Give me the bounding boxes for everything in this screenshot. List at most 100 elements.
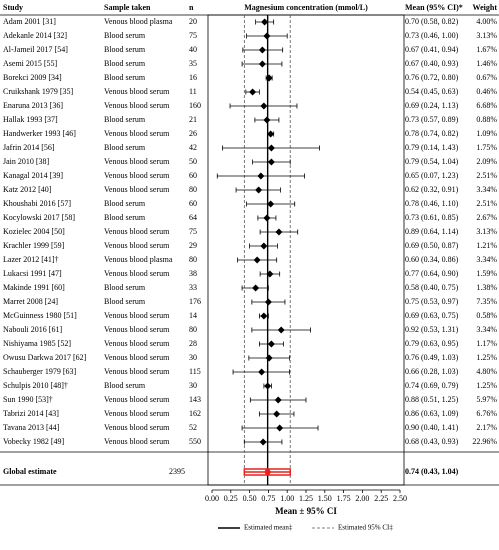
n-label: 35 — [189, 59, 197, 68]
n-label: 176 — [189, 297, 201, 306]
sample-label: Blood serum — [104, 45, 146, 54]
weight-label: 1.25% — [476, 353, 497, 362]
value-label: 0.77 (0.64, 0.90) — [405, 269, 459, 278]
sample-label: Blood serum — [104, 381, 146, 390]
n-label: 60 — [189, 171, 197, 180]
sample-label: Venous blood serum — [104, 157, 170, 166]
value-label: 0.90 (0.40, 1.41) — [405, 423, 459, 432]
n-label: 20 — [189, 17, 197, 26]
n-label: 50 — [189, 157, 197, 166]
study-label: Krachler 1999 [59] — [3, 241, 65, 250]
mean-marker — [258, 46, 266, 54]
sample-label: Blood serum — [104, 115, 146, 124]
mean-marker — [277, 326, 285, 334]
value-label: 0.60 (0.34, 0.86) — [405, 255, 459, 264]
weight-label: 1.38% — [476, 283, 497, 292]
n-label: 26 — [189, 129, 197, 138]
value-label: 0.92 (0.53, 1.31) — [405, 325, 459, 334]
weight-label: 3.34% — [476, 325, 497, 334]
value-label: 0.89 (0.64, 1.14) — [405, 227, 459, 236]
study-label: Schauberger 1979 [63] — [3, 367, 77, 376]
study-label: Tabrizi 2014 [43] — [3, 409, 59, 418]
study-label: Kozielec 2004 [50] — [3, 227, 65, 236]
study-label: McGuinness 1980 [51] — [3, 311, 77, 320]
weight-label: 2.51% — [476, 199, 497, 208]
plot-title: Magnesium concentration (mmol/L) — [244, 3, 368, 12]
mean-marker — [260, 312, 268, 320]
mean-marker — [267, 340, 275, 348]
study-label: Adam 2001 [31] — [3, 17, 56, 26]
sample-label: Blood serum — [104, 213, 146, 222]
mean-marker — [265, 354, 273, 362]
weight-label: 22.96% — [472, 437, 497, 446]
mean-marker — [260, 242, 268, 250]
x-tick-label: 0.00 — [205, 494, 219, 503]
study-label: Nabouli 2016 [61] — [3, 325, 62, 334]
study-label: Jain 2010 [38] — [3, 157, 50, 166]
weight-label: 5.97% — [476, 395, 497, 404]
weight-label: 1.21% — [476, 241, 497, 250]
sample-label: Venous blood serum — [104, 423, 170, 432]
study-label: Khoushabi 2016 [57] — [3, 199, 71, 208]
x-tick-label: 1.00 — [280, 494, 294, 503]
sample-label: Venous blood serum — [104, 395, 170, 404]
mean-marker — [253, 256, 261, 264]
mean-marker — [267, 130, 275, 138]
sample-label: Venous blood serum — [104, 269, 170, 278]
mean-marker — [266, 270, 274, 278]
study-label: Sun 1990 [53]† — [3, 395, 53, 404]
value-label: 0.78 (0.74, 0.82) — [405, 129, 459, 138]
n-label: 21 — [189, 115, 197, 124]
mean-marker — [263, 214, 271, 222]
sample-label: Venous blood serum — [104, 227, 170, 236]
mean-marker — [275, 228, 283, 236]
weight-label: 4.80% — [476, 367, 497, 376]
value-label: 0.73 (0.61, 0.85) — [405, 213, 459, 222]
mean-marker — [257, 172, 265, 180]
sample-label: Venous blood serum — [104, 311, 170, 320]
mean-marker — [252, 284, 260, 292]
value-label: 0.66 (0.28, 1.03) — [405, 367, 459, 376]
n-label: 115 — [189, 367, 201, 376]
study-label: Vobecky 1982 [49] — [3, 437, 65, 446]
study-label: Asemi 2015 [55] — [3, 59, 58, 68]
n-label: 80 — [189, 325, 197, 334]
x-axis-label: Mean ± 95% CI — [275, 506, 337, 516]
study-label: Enaruna 2013 [36] — [3, 101, 63, 110]
x-tick-label: 2.50 — [393, 494, 407, 503]
n-label: 11 — [189, 87, 197, 96]
weight-label: 1.46% — [476, 59, 497, 68]
mean-marker — [267, 200, 275, 208]
weight-label: 4.00% — [476, 17, 497, 26]
n-label: 80 — [189, 255, 197, 264]
n-label: 64 — [189, 213, 197, 222]
weight-label: 2.67% — [476, 213, 497, 222]
value-label: 0.74 (0.69, 0.79) — [405, 381, 459, 390]
weight-label: 1.09% — [476, 129, 497, 138]
weight-label: 0.67% — [476, 73, 497, 82]
mean-marker — [265, 74, 273, 82]
value-label: 0.86 (0.63, 1.09) — [405, 409, 459, 418]
mean-marker — [249, 88, 257, 96]
sample-label: Venous blood serum — [104, 367, 170, 376]
n-label: 75 — [189, 227, 197, 236]
sample-label: Venous blood serum — [104, 353, 170, 362]
value-label: 0.69 (0.24, 1.13) — [405, 101, 459, 110]
mean-marker — [260, 102, 268, 110]
value-label: 0.69 (0.50, 0.87) — [405, 241, 459, 250]
study-label: Jafrin 2014 [56] — [3, 143, 55, 152]
n-label: 75 — [189, 31, 197, 40]
mean-marker — [267, 158, 275, 166]
mean-marker — [264, 382, 272, 390]
weight-label: 6.68% — [476, 101, 497, 110]
sample-label: Venous blood serum — [104, 241, 170, 250]
mean-marker — [276, 424, 284, 432]
x-tick-label: 0.50 — [243, 494, 257, 503]
weight-label: 0.46% — [476, 87, 497, 96]
sample-label: Venous blood serum — [104, 437, 170, 446]
study-label: Schulpis 2010 [48]† — [3, 381, 68, 390]
n-label: 30 — [189, 353, 197, 362]
sample-label: Blood serum — [104, 143, 146, 152]
sample-label: Venous blood serum — [104, 185, 170, 194]
n-label: 38 — [189, 269, 197, 278]
